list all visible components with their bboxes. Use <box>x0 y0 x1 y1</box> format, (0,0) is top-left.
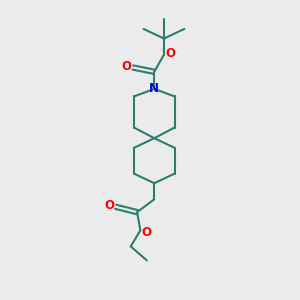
Text: O: O <box>166 46 176 60</box>
Text: O: O <box>105 200 115 212</box>
Text: N: N <box>149 82 159 95</box>
Text: O: O <box>141 226 152 239</box>
Text: O: O <box>122 60 132 73</box>
